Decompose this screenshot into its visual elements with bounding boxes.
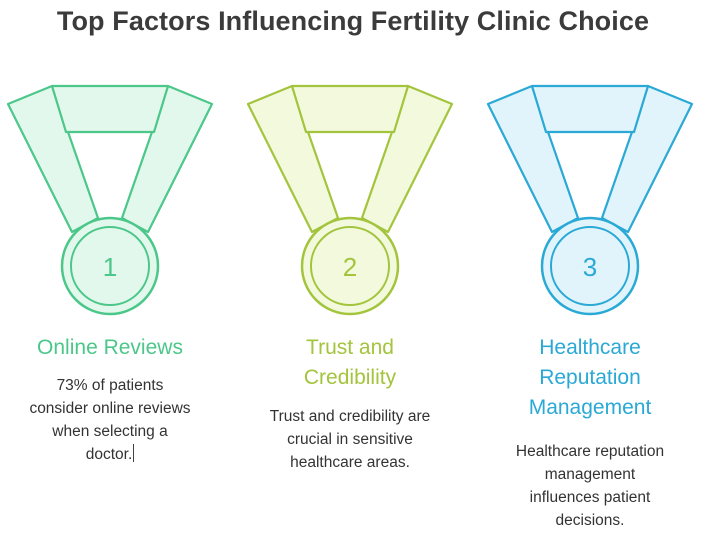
factor-2-description: Trust and credibility are crucial in sen… [269,408,431,471]
ribbon-1 [6,84,214,234]
ribbon-3 [486,84,694,234]
factor-2-heading: Trust and Credibility [303,336,397,389]
factor-3-heading: Healthcare Reputation Management [528,336,652,419]
medal-1-number: 1 [103,252,117,282]
medal-3-icon [540,216,640,316]
ribbon-2 [246,84,454,234]
medal-1-icon [60,216,160,316]
medal-2-number: 2 [343,252,357,282]
page-title: Top Factors Influencing Fertility Clinic… [56,6,650,36]
factor-1-description-text: 73% of patients consider online reviews … [29,377,191,463]
factor-1-description: 73% of patients consider online reviews … [28,374,192,466]
medal-2: 2 [246,84,454,316]
factor-3-description: Healthcare reputation management influen… [515,443,665,529]
medal-3: 3 [486,84,694,316]
text-cursor [133,444,135,462]
factor-1-heading: Online Reviews [37,336,183,359]
medal-1: 1 [6,84,214,316]
medal-3-number: 3 [583,252,597,282]
medal-2-icon [300,216,400,316]
